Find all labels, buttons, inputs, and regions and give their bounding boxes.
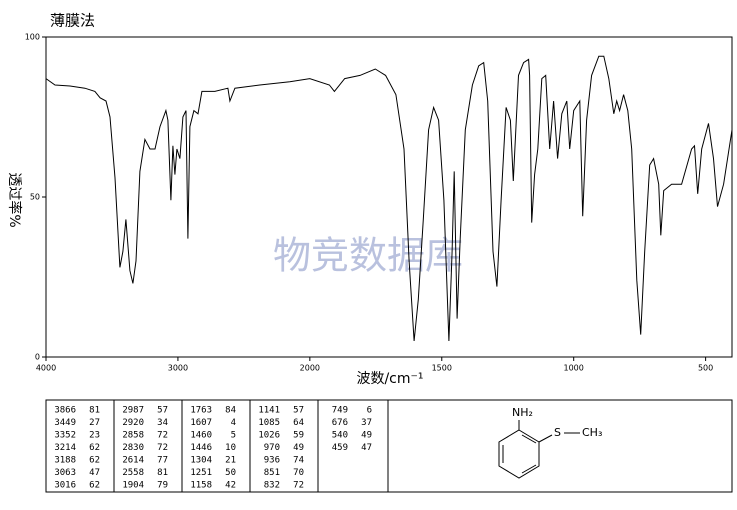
peak-wavenumber: 1460 bbox=[190, 431, 212, 441]
peak-transmittance: 27 bbox=[89, 418, 100, 428]
double-bond bbox=[521, 464, 537, 474]
molecule bbox=[498, 420, 580, 479]
peak-transmittance: 49 bbox=[361, 431, 372, 441]
peak-wavenumber: 1304 bbox=[190, 456, 212, 466]
peak-transmittance: 4 bbox=[231, 418, 236, 428]
peak-transmittance: 42 bbox=[225, 481, 236, 491]
peak-wavenumber: 459 bbox=[332, 443, 348, 453]
peak-wavenumber: 2987 bbox=[122, 406, 144, 416]
peak-transmittance: 21 bbox=[225, 456, 236, 466]
amine-label: NH₂ bbox=[512, 406, 533, 419]
plot-frame bbox=[45, 36, 733, 358]
peak-wavenumber: 3063 bbox=[54, 468, 76, 478]
peak-wavenumber: 1026 bbox=[258, 431, 280, 441]
peak-transmittance: 34 bbox=[157, 418, 168, 428]
sulfur-label: S bbox=[554, 426, 561, 439]
peak-transmittance: 49 bbox=[293, 443, 304, 453]
peak-wavenumber: 3188 bbox=[54, 456, 76, 466]
double-bond bbox=[521, 434, 537, 444]
y-tick-label: 100 bbox=[25, 33, 40, 42]
peak-wavenumber: 2858 bbox=[122, 431, 144, 441]
peak-wavenumber: 2920 bbox=[122, 418, 144, 428]
peak-wavenumber: 1904 bbox=[122, 481, 144, 491]
y-axis-label: 透过率% bbox=[6, 172, 23, 227]
y-tick-label: 0 bbox=[35, 353, 40, 362]
x-axis-label: 波数/cm⁻¹ bbox=[356, 371, 423, 387]
peak-transmittance: 57 bbox=[157, 406, 168, 416]
peak-transmittance: 72 bbox=[293, 481, 304, 491]
peak-wavenumber: 936 bbox=[264, 456, 280, 466]
peak-wavenumber: 832 bbox=[264, 481, 280, 491]
peak-transmittance: 74 bbox=[293, 456, 304, 466]
x-tick-label: 2000 bbox=[300, 364, 320, 373]
methyl-label: CH₃ bbox=[582, 426, 602, 439]
peak-transmittance: 59 bbox=[293, 431, 304, 441]
spectrum-line bbox=[45, 55, 733, 342]
peak-transmittance: 10 bbox=[225, 443, 236, 453]
peak-wavenumber: 3352 bbox=[54, 431, 76, 441]
peak-wavenumber: 540 bbox=[332, 431, 348, 441]
peak-wavenumber: 1446 bbox=[190, 443, 212, 453]
table-frame bbox=[45, 399, 733, 493]
peak-transmittance: 77 bbox=[157, 456, 168, 466]
peak-transmittance: 6 bbox=[367, 406, 372, 416]
peak-wavenumber: 970 bbox=[264, 443, 280, 453]
chart-title: 薄膜法 bbox=[50, 12, 95, 30]
peak-wavenumber: 2558 bbox=[122, 468, 144, 478]
peak-wavenumber: 1251 bbox=[190, 468, 212, 478]
peak-transmittance: 62 bbox=[89, 481, 100, 491]
peak-transmittance: 23 bbox=[89, 431, 100, 441]
peak-transmittance: 5 bbox=[231, 431, 236, 441]
y-tick-label: 50 bbox=[30, 193, 40, 202]
watermark: 物竞数据库 bbox=[273, 234, 463, 278]
peak-transmittance: 72 bbox=[157, 443, 168, 453]
peak-wavenumber: 3214 bbox=[54, 443, 76, 453]
peak-wavenumber: 2830 bbox=[122, 443, 144, 453]
peak-transmittance: 81 bbox=[157, 468, 168, 478]
peak-transmittance: 47 bbox=[361, 443, 372, 453]
peak-transmittance: 47 bbox=[89, 468, 100, 478]
peak-transmittance: 70 bbox=[293, 468, 304, 478]
peak-wavenumber: 749 bbox=[332, 406, 348, 416]
x-tick-label: 1000 bbox=[564, 364, 584, 373]
peak-transmittance: 79 bbox=[157, 481, 168, 491]
peak-wavenumber: 1085 bbox=[258, 418, 280, 428]
peak-transmittance: 57 bbox=[293, 406, 304, 416]
peak-wavenumber: 2614 bbox=[122, 456, 144, 466]
x-tick-label: 1500 bbox=[432, 364, 452, 373]
peak-wavenumber: 676 bbox=[332, 418, 348, 428]
peak-transmittance: 37 bbox=[361, 418, 372, 428]
peak-wavenumber: 3016 bbox=[54, 481, 76, 491]
peak-wavenumber: 1158 bbox=[190, 481, 212, 491]
peak-wavenumber: 1141 bbox=[258, 406, 280, 416]
peak-wavenumber: 3866 bbox=[54, 406, 76, 416]
x-tick-label: 3000 bbox=[168, 364, 188, 373]
peak-transmittance: 50 bbox=[225, 468, 236, 478]
peak-transmittance: 62 bbox=[89, 456, 100, 466]
peak-wavenumber: 1763 bbox=[190, 406, 212, 416]
x-tick-label: 4000 bbox=[36, 364, 56, 373]
peak-wavenumber: 1607 bbox=[190, 418, 212, 428]
bond bbox=[538, 434, 553, 443]
peak-transmittance: 62 bbox=[89, 443, 100, 453]
peak-transmittance: 84 bbox=[225, 406, 236, 416]
peak-transmittance: 64 bbox=[293, 418, 304, 428]
benzene-ring bbox=[498, 429, 540, 479]
x-tick-label: 500 bbox=[698, 364, 713, 373]
peak-wavenumber: 3449 bbox=[54, 418, 76, 428]
peak-wavenumber: 851 bbox=[264, 468, 280, 478]
peak-transmittance: 72 bbox=[157, 431, 168, 441]
peak-transmittance: 81 bbox=[89, 406, 100, 416]
